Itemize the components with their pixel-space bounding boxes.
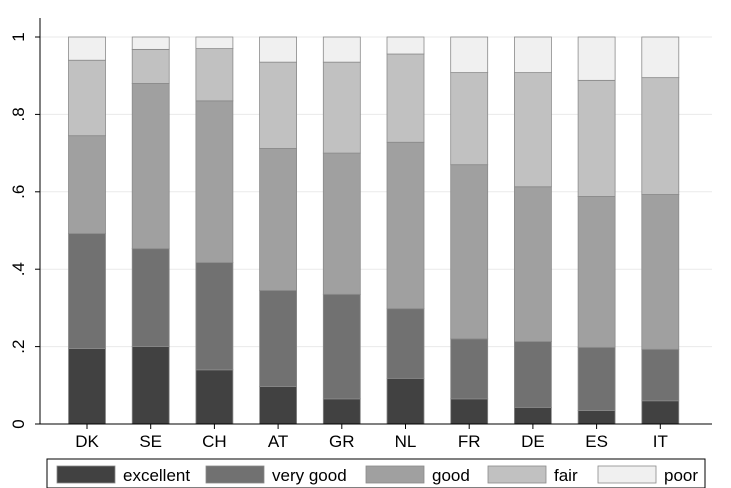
bar-nl-fair (386, 53, 425, 143)
bar-nl-excellent (386, 377, 425, 425)
legend-swatch-good (365, 465, 425, 484)
y-tick-label: 1 (9, 32, 28, 41)
x-tick-label-es: ES (585, 432, 608, 451)
bar-de-poor (514, 36, 552, 74)
x-tick-label-nl: NL (395, 432, 417, 451)
legend-label-poor: poor (664, 466, 698, 485)
legend-label-good: good (432, 466, 470, 485)
bar-ch-excellent (195, 369, 234, 425)
bar-fr-fair (450, 72, 489, 166)
bar-it-fair (641, 77, 680, 195)
bar-fr-poor (450, 36, 489, 74)
bar-dk-excellent (68, 348, 106, 425)
bar-de-good (514, 186, 552, 342)
legend: excellent very good good fair poor (46, 458, 706, 488)
x-tick-label-de: DE (521, 432, 545, 451)
bar-fr-good (450, 164, 489, 340)
y-tick-label: .4 (9, 262, 28, 276)
x-tick-label-se: SE (139, 432, 162, 451)
bar-se-good (131, 83, 170, 250)
bar-at-very-good (259, 290, 298, 387)
bar-se-poor (131, 36, 170, 50)
legend-label-very-good: very good (272, 466, 347, 485)
y-tick-label: .6 (9, 185, 28, 199)
bar-it-excellent (641, 400, 680, 425)
bar-nl-poor (386, 36, 425, 55)
bar-fr-very-good (450, 338, 489, 400)
bar-dk-good (68, 135, 106, 234)
bar-ch-very-good (195, 262, 234, 371)
bar-de-very-good (514, 341, 552, 408)
bar-fr-excellent (450, 398, 489, 425)
bar-se-excellent (131, 346, 170, 425)
bar-gr-good (322, 152, 361, 295)
axes: 0 .2 .4 .6 .8 1 DK SE CH AT GR NL FR DE ES IT (9, 18, 712, 451)
bar-ch-fair (195, 48, 234, 102)
x-tick-label-it: IT (653, 432, 668, 451)
x-tick-label-ch: CH (202, 432, 227, 451)
y-tick-label: 0 (9, 419, 28, 428)
legend-swatch-very-good (205, 465, 265, 484)
bar-dk-poor (68, 36, 106, 61)
x-tick-label-gr: GR (329, 432, 355, 451)
bar-at-fair (259, 61, 298, 149)
bar-it-very-good (641, 348, 680, 402)
bar-at-excellent (259, 386, 298, 425)
bar-gr-poor (322, 36, 361, 63)
bar-es-poor (577, 36, 616, 81)
bar-se-fair (131, 48, 170, 84)
bar-es-good (577, 196, 616, 348)
bar-es-excellent (577, 410, 616, 425)
legend-label-excellent: excellent (123, 466, 190, 485)
legend-swatch-fair (487, 465, 547, 484)
legend-label-fair: fair (554, 466, 578, 485)
bar-it-poor (641, 36, 680, 79)
x-tick-label-at: AT (268, 432, 288, 451)
legend-swatch-excellent (56, 465, 116, 484)
bars (68, 36, 680, 425)
bar-ch-good (195, 100, 234, 264)
bar-ch-poor (195, 36, 234, 50)
bar-gr-excellent (322, 398, 361, 425)
x-tick-label-dk: DK (75, 432, 99, 451)
bar-at-good (259, 148, 298, 291)
bar-dk-very-good (68, 233, 106, 349)
bar-nl-good (386, 141, 425, 310)
x-tick-label-fr: FR (458, 432, 481, 451)
bar-de-excellent (514, 406, 552, 425)
bar-es-very-good (577, 346, 616, 411)
bar-se-very-good (131, 248, 170, 347)
bar-gr-very-good (322, 293, 361, 400)
bar-de-fair (514, 72, 552, 188)
y-tick-label: .2 (9, 340, 28, 354)
bar-nl-very-good (386, 308, 425, 379)
bar-es-fair (577, 79, 616, 197)
bar-dk-fair (68, 59, 106, 137)
legend-swatch-poor (597, 465, 657, 484)
bar-gr-fair (322, 61, 361, 154)
bar-at-poor (259, 36, 298, 63)
bar-it-good (641, 194, 680, 350)
y-tick-label: .8 (9, 107, 28, 121)
